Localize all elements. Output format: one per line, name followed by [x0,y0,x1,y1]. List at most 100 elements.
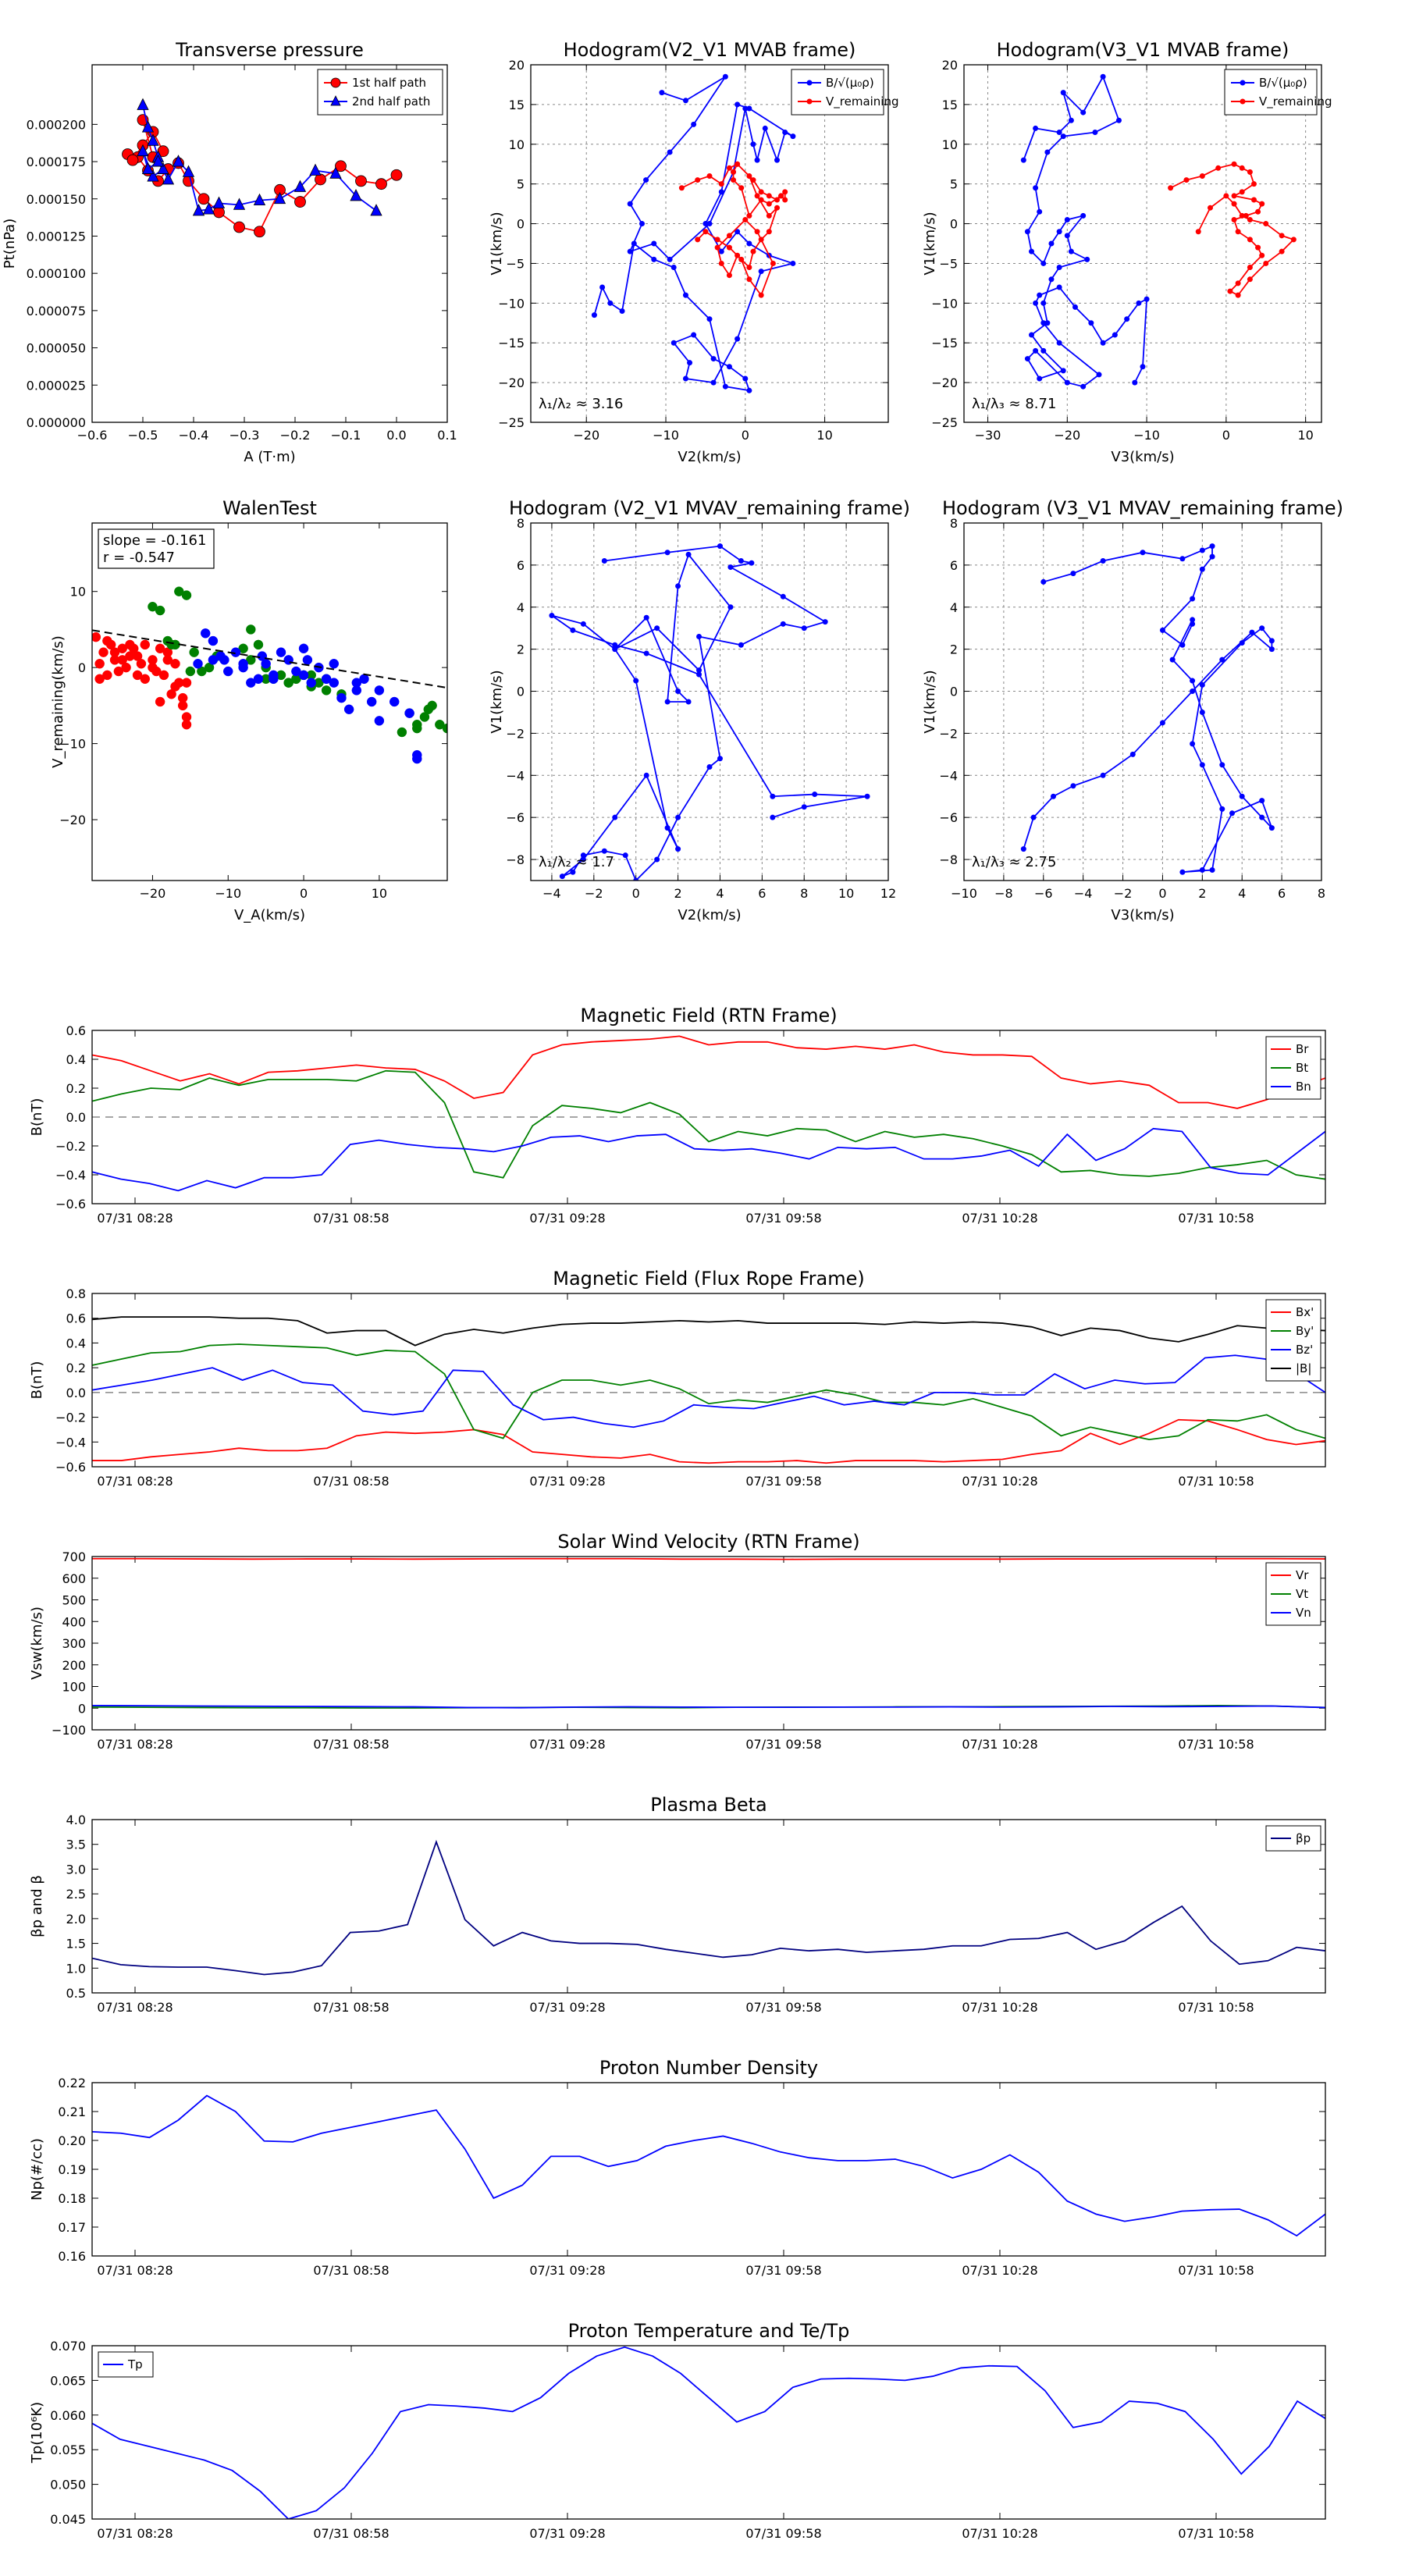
data-point [155,643,165,654]
y-tick-label: 20 [942,58,958,73]
data-point [664,699,670,705]
annotation-text: r = -0.547 [103,550,175,566]
data-point [746,173,752,179]
series-line-Br [92,1035,1325,1109]
data-point [746,105,752,112]
data-point [137,144,149,157]
y-tick-label: −0.6 [55,1460,86,1475]
y-tick-label: 0.17 [58,2220,86,2235]
y-tick-label: 0 [78,1701,86,1716]
x-tick-label: −20 [573,428,599,443]
data-point [778,193,784,199]
y-tick-label: 0.4 [66,1052,86,1067]
data-point [675,688,681,695]
axes-frame [91,64,448,423]
chart-title: Proton Temperature and Te/Tp [568,2320,850,2342]
panel-ts_beta: 0.5 1.0 1.5 2.0 2.5 3.0 3.5 4.0 07/31 08:28 07/31… [29,1794,1326,2015]
y-tick-label: 15 [509,98,525,112]
y-tick-label: 0.5 [66,1986,86,2001]
series-line-Vn [92,1705,1325,1709]
data-point [321,685,332,696]
data-point [766,212,772,219]
data-point [147,133,159,146]
data-point [102,635,112,646]
data-point [591,312,597,318]
legend-label: Vt [1296,1587,1308,1601]
x-tick-label: −20 [1054,428,1080,443]
data-point [1169,656,1176,663]
data-point [749,560,755,566]
x-tick-label: 07/31 08:28 [97,2000,173,2015]
data-point [1020,846,1026,852]
data-point [790,260,796,266]
data-point [742,216,749,222]
data-point [714,244,720,251]
data-point [659,90,665,96]
series-line-Bz' [92,1354,1325,1429]
data-point [774,197,781,203]
data-point [1096,372,1102,378]
y-tick-label: 5 [950,177,958,192]
x-tick-label: 07/31 10:58 [1178,2526,1254,2541]
data-point [1140,550,1146,556]
x-tick-label: 07/31 10:58 [1178,1737,1254,1752]
data-point [126,154,139,166]
data-point [1199,547,1205,553]
data-point [1124,316,1130,322]
data-point [1199,566,1205,572]
x-tick-label: −8 [994,886,1013,901]
x-tick-label: 07/31 09:58 [745,2000,821,2015]
data-point [157,162,169,174]
data-point [1048,240,1055,247]
plot-area [92,2094,1325,2237]
x-tick-label: −0.1 [331,428,361,443]
y-axis-label: V_remaining(km/s) [50,635,66,768]
data-point [200,628,211,639]
data-point [691,332,697,338]
data-point [1255,244,1261,251]
data-point [1100,73,1106,80]
data-point [735,252,741,258]
data-point [94,659,105,669]
x-tick-label: 8 [800,886,808,901]
data-point [1040,347,1047,354]
data-point [774,205,781,211]
data-point [731,177,737,183]
data-point [253,639,264,650]
data-point [687,360,693,366]
data-point [758,237,764,243]
data-point [780,593,786,600]
y-tick-label: 0.065 [50,2373,86,2388]
data-point [710,379,717,386]
axes-frame [963,64,1322,423]
data-point [643,650,649,656]
y-tick-label: 4.0 [66,1813,86,1827]
data-point [1208,205,1214,211]
data-point [722,73,728,80]
data-point [695,237,701,243]
data-point [140,674,151,685]
data-point [696,633,702,639]
data-point [1190,678,1196,684]
fit-line [92,629,447,689]
y-tick-label: −10 [931,296,958,311]
data-point [790,133,796,140]
data-point [1033,185,1039,191]
data-point [132,651,143,661]
data-point [273,191,286,205]
data-point [864,793,870,799]
data-point [1024,356,1030,362]
y-axis-label: V1(km/s) [922,670,938,733]
legend-label: By' [1296,1324,1314,1338]
data-point [390,169,403,181]
data-point [762,125,768,131]
y-tick-label: −10 [498,296,525,311]
legend-marker [806,80,813,86]
legend-label: 2nd half path [352,94,430,109]
x-tick-label: 07/31 08:58 [313,1474,389,1489]
y-tick-label: −8 [506,852,525,867]
y-tick-label: 0.6 [66,1311,86,1326]
y-tick-label: −6 [939,810,958,825]
panel-tp: −0.6 −0.5 −0.4 −0.3 −0.2 −0.1 0.0 0.1 0.000000 0.… [2,39,457,465]
